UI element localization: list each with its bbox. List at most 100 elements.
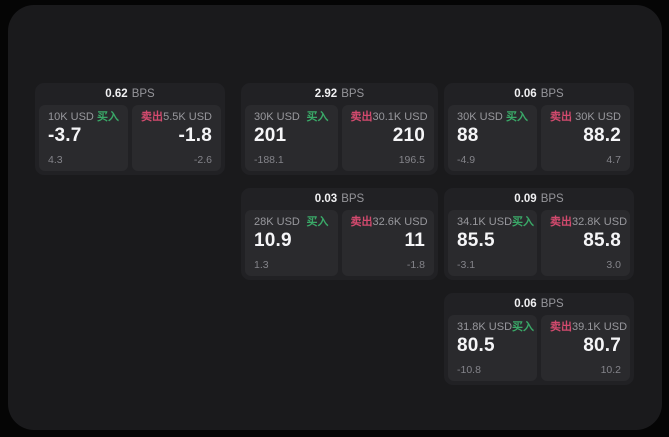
sell-tile[interactable]: 卖出 32.8K USD 85.8 3.0 [541,210,630,276]
buy-price: 88 [457,125,479,146]
bps-unit-label: BPS [540,88,564,100]
sell-tile[interactable]: 卖出 32.6K USD 11 -1.8 [341,210,434,276]
buy-side-label: 买入 [306,216,329,228]
sell-side-label: 卖出 [141,111,163,123]
sell-amount: 39.1K USD [572,321,628,333]
card-header: 0.06 BPS [444,293,634,315]
sell-delta: -1.8 [406,259,425,271]
dashboard-panel: 0.62 BPS 10K USD 买入 -3.7 4.3 卖出 5.5K USD… [8,5,662,430]
buy-tile-top: 28K USD 买入 [254,216,329,229]
sell-tile-top: 卖出 39.1K USD [550,321,627,334]
quote-card-body: 31.8K USD 买入 80.5 -10.8 卖出 39.1K USD 80.… [444,315,634,385]
buy-amount: 34.1K USD [457,216,513,228]
sell-side-label: 卖出 [550,111,572,123]
sell-amount: 32.8K USD [572,216,628,228]
buy-side-label: 买入 [506,111,528,123]
buy-side-label: 买入 [512,321,535,333]
buy-delta: 4.3 [48,154,63,166]
bps-value: 0.03 [314,193,338,205]
buy-price: 201 [254,125,287,146]
buy-tile-top: 34.1K USD 买入 [457,216,534,229]
bps-value: 0.09 [514,193,537,205]
sell-side-label: 卖出 [350,216,373,228]
buy-price: 80.5 [457,335,495,356]
card-header: 0.06 BPS [444,83,634,105]
sell-delta: 10.2 [600,364,621,376]
bps-unit-label: BPS [540,193,564,205]
sell-delta: 196.5 [398,154,425,166]
card-header: 0.09 BPS [444,188,634,210]
buy-tile[interactable]: 34.1K USD 买入 85.5 -3.1 [448,210,537,276]
sell-price: 80.7 [583,335,621,356]
buy-tile[interactable]: 10K USD 买入 -3.7 4.3 [39,105,128,171]
quote-card-body: 34.1K USD 买入 85.5 -3.1 卖出 32.8K USD 85.8… [444,210,634,280]
card-header: 2.92 BPS [241,83,438,105]
sell-side-label: 卖出 [550,321,572,333]
buy-tile-top: 31.8K USD 买入 [457,321,534,334]
buy-delta: -4.9 [457,154,476,166]
sell-tile[interactable]: 卖出 39.1K USD 80.7 10.2 [541,315,630,381]
bps-value: 0.06 [514,298,537,310]
buy-tile[interactable]: 28K USD 买入 10.9 1.3 [245,210,338,276]
buy-price: -3.7 [48,125,82,146]
sell-price: 85.8 [583,230,621,251]
quote-card: 0.06 BPS 30K USD 买入 88 -4.9 卖出 30K USD 8… [444,83,634,175]
quote-card: 2.92 BPS 30K USD 买入 201 -188.1 卖出 30.1K … [241,83,438,175]
bps-unit-label: BPS [341,193,365,205]
sell-delta: 3.0 [606,259,621,271]
sell-tile-top: 卖出 32.8K USD [550,216,627,229]
card-header: 0.03 BPS [241,188,438,210]
buy-side-label: 买入 [97,111,119,123]
sell-tile[interactable]: 卖出 30K USD 88.2 4.7 [541,105,630,171]
sell-tile-top: 卖出 30.1K USD [350,111,428,124]
quote-card-body: 30K USD 买入 88 -4.9 卖出 30K USD 88.2 4.7 [444,105,634,175]
buy-side-label: 买入 [512,216,535,228]
buy-side-label: 买入 [306,111,329,123]
sell-amount: 5.5K USD [163,111,212,123]
buy-delta: -3.1 [457,259,476,271]
quote-card-body: 10K USD 买入 -3.7 4.3 卖出 5.5K USD -1.8 -2.… [35,105,225,175]
sell-amount: 30.1K USD [372,111,428,123]
quote-card: 0.09 BPS 34.1K USD 买入 85.5 -3.1 卖出 32.8K… [444,188,634,280]
quote-card-body: 30K USD 买入 201 -188.1 卖出 30.1K USD 210 1… [241,105,438,175]
sell-side-label: 卖出 [550,216,572,228]
sell-tile-top: 卖出 30K USD [550,111,621,124]
sell-amount: 30K USD [575,111,621,123]
sell-delta: -2.6 [193,154,212,166]
quote-card: 0.03 BPS 28K USD 买入 10.9 1.3 卖出 32.6K US… [241,188,438,280]
bps-unit-label: BPS [341,88,365,100]
sell-price: 88.2 [583,125,621,146]
sell-price: 11 [404,230,425,251]
sell-tile[interactable]: 卖出 5.5K USD -1.8 -2.6 [132,105,221,171]
bps-value: 0.62 [105,88,128,100]
sell-tile[interactable]: 卖出 30.1K USD 210 196.5 [341,105,434,171]
bps-value: 2.92 [314,88,338,100]
buy-tile[interactable]: 31.8K USD 买入 80.5 -10.8 [448,315,537,381]
quote-card: 0.62 BPS 10K USD 买入 -3.7 4.3 卖出 5.5K USD… [35,83,225,175]
bps-unit-label: BPS [540,298,564,310]
sell-delta: 4.7 [606,154,621,166]
sell-price: 210 [392,125,425,146]
buy-tile[interactable]: 30K USD 买入 201 -188.1 [245,105,338,171]
buy-amount: 30K USD [254,111,300,123]
bps-value: 0.06 [514,88,537,100]
quote-card: 0.06 BPS 31.8K USD 买入 80.5 -10.8 卖出 39.1… [444,293,634,385]
buy-price: 85.5 [457,230,495,251]
buy-amount: 10K USD [48,111,94,123]
buy-tile-top: 30K USD 买入 [457,111,528,124]
buy-delta: -10.8 [457,364,481,376]
bps-unit-label: BPS [131,88,155,100]
sell-amount: 32.6K USD [372,216,428,228]
buy-delta: -188.1 [254,154,284,166]
buy-tile[interactable]: 30K USD 买入 88 -4.9 [448,105,537,171]
quote-card-body: 28K USD 买入 10.9 1.3 卖出 32.6K USD 11 -1.8 [241,210,438,280]
buy-tile-top: 10K USD 买入 [48,111,119,124]
sell-price: -1.8 [178,125,212,146]
card-header: 0.62 BPS [35,83,225,105]
buy-amount: 28K USD [254,216,300,228]
sell-side-label: 卖出 [350,111,373,123]
sell-tile-top: 卖出 32.6K USD [350,216,428,229]
buy-amount: 30K USD [457,111,503,123]
buy-price: 10.9 [254,230,292,251]
